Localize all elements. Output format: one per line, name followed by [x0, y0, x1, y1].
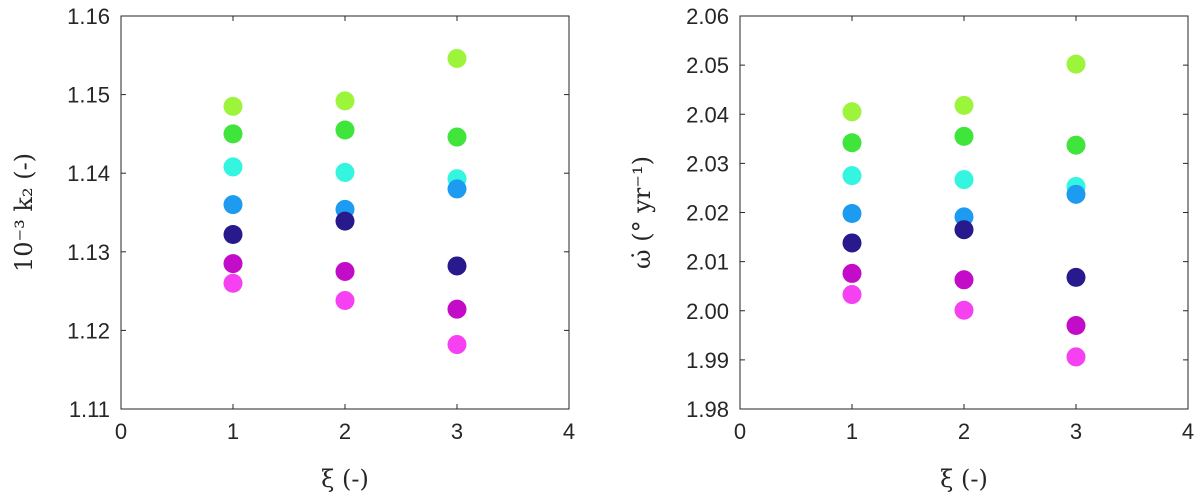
- data-point-k2-s1-x3: [448, 49, 467, 68]
- data-point-k2-s2-x3: [448, 128, 467, 147]
- data-point-k2-s6-x3: [448, 300, 467, 319]
- data-point-k2-s6-x2: [336, 262, 355, 281]
- data-point-omega-dot-s7-x2: [955, 301, 974, 320]
- y-tick-label: 2.04: [686, 102, 729, 127]
- data-point-omega-dot-s5-x1: [843, 233, 862, 252]
- data-point-omega-dot-s2-x2: [955, 127, 974, 146]
- data-point-k2-s7-x3: [448, 335, 467, 354]
- y-tick-label: 2.06: [686, 4, 729, 29]
- data-point-omega-dot-s6-x1: [843, 264, 862, 283]
- data-point-omega-dot-s4-x3: [1067, 185, 1086, 204]
- data-point-omega-dot-s3-x2: [955, 170, 974, 189]
- data-point-omega-dot-s1-x3: [1067, 55, 1086, 74]
- x-tick-label: 3: [1070, 419, 1082, 444]
- data-point-k2-s6-x1: [224, 254, 243, 273]
- x-tick-label: 4: [563, 419, 575, 444]
- data-point-k2-s2-x2: [336, 120, 355, 139]
- data-point-omega-dot-s5-x3: [1067, 268, 1086, 287]
- y-tick-label: 1.15: [67, 83, 110, 108]
- y-axis-label: ω̇ (° yr⁻¹): [628, 156, 656, 269]
- data-point-omega-dot-s4-x1: [843, 204, 862, 223]
- data-point-k2-s5-x3: [448, 256, 467, 275]
- y-tick-label: 1.14: [67, 161, 110, 186]
- x-axis-label: ξ (-): [321, 465, 369, 493]
- x-tick-label: 0: [734, 419, 746, 444]
- data-point-k2-s4-x3: [448, 179, 467, 198]
- plot-k2: 0 1 2 3 4 1.11 1.12 1.13 1.14 1.15 1.16 ξ (-) 10⁻³ k…: [10, 4, 575, 493]
- y-tick-label: 1.11: [69, 397, 110, 422]
- data-point-k2-s3-x2: [336, 163, 355, 182]
- data-point-k2-s5-x2: [336, 212, 355, 231]
- plot-omega-dot: 0 1 2 3 4 1.98 1.99 2.00 2.01 2.02 2.03 2.04 2.05 2.0…: [628, 4, 1194, 493]
- data-point-k2-s5-x1: [224, 225, 243, 244]
- x-axis-label: ξ (-): [940, 465, 988, 493]
- data-point-k2-s1-x1: [224, 97, 243, 116]
- data-point-k2-s7-x1: [224, 274, 243, 293]
- data-point-omega-dot-s6-x2: [955, 270, 974, 289]
- y-tick-label: 1.13: [67, 240, 110, 265]
- y-tick-label: 2.03: [686, 151, 729, 176]
- x-tick-label: 2: [339, 419, 351, 444]
- y-tick-label: 2.00: [686, 299, 729, 324]
- y-tick-label: 1.99: [686, 348, 729, 373]
- x-tick-label: 0: [115, 419, 127, 444]
- data-point-omega-dot-s6-x3: [1067, 316, 1086, 335]
- data-point-omega-dot-s1-x1: [843, 102, 862, 121]
- data-point-k2-s2-x1: [224, 124, 243, 143]
- y-tick-label: 2.01: [686, 250, 729, 275]
- data-point-omega-dot-s7-x3: [1067, 347, 1086, 366]
- x-tick-label: 4: [1182, 419, 1194, 444]
- y-tick-label: 1.12: [67, 318, 110, 343]
- x-tick-label: 1: [846, 419, 858, 444]
- data-point-omega-dot-s7-x1: [843, 285, 862, 304]
- data-point-k2-s7-x2: [336, 291, 355, 310]
- y-tick-label: 1.98: [686, 397, 729, 422]
- x-tick-label: 3: [451, 419, 463, 444]
- data-point-omega-dot-s1-x2: [955, 96, 974, 115]
- data-point-omega-dot-s3-x1: [843, 166, 862, 185]
- data-point-omega-dot-s5-x2: [955, 220, 974, 239]
- y-tick-label: 1.16: [67, 4, 110, 29]
- data-point-omega-dot-s2-x3: [1067, 136, 1086, 155]
- y-axis-label: 10⁻³ k₂ (-): [10, 153, 38, 272]
- x-tick-label: 1: [227, 419, 239, 444]
- y-tick-label: 2.05: [686, 53, 729, 78]
- y-tick-label: 2.02: [686, 201, 729, 226]
- data-point-k2-s1-x2: [336, 91, 355, 110]
- data-point-k2-s4-x1: [224, 195, 243, 214]
- data-point-omega-dot-s2-x1: [843, 133, 862, 152]
- x-tick-label: 2: [958, 419, 970, 444]
- data-point-k2-s3-x1: [224, 157, 243, 176]
